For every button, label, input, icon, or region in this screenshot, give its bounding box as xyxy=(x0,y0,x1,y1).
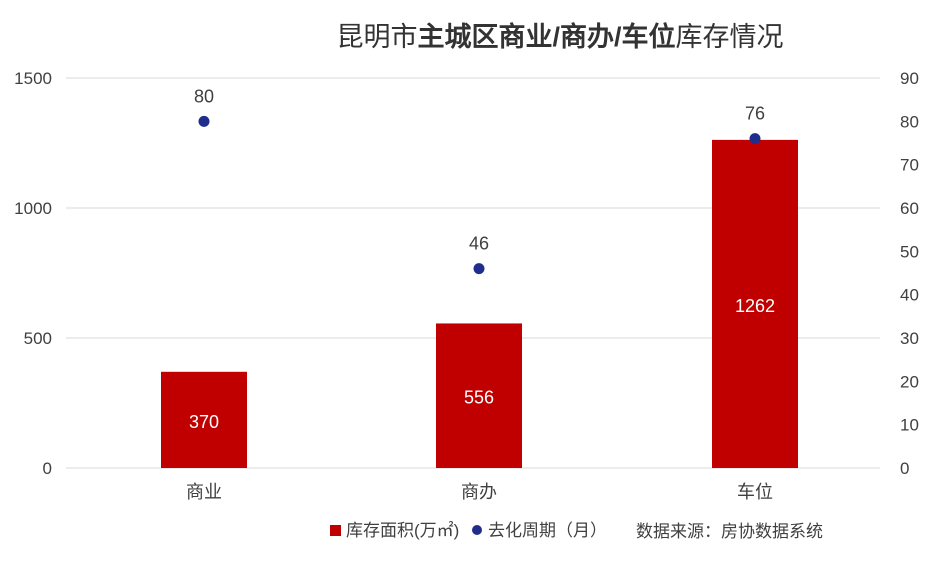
y-right-tick-label: 30 xyxy=(900,329,919,348)
chart-title-part: 主城区商业/商办/车位 xyxy=(417,21,675,52)
y-right-tick-label: 60 xyxy=(900,199,919,218)
bar-2 xyxy=(436,323,522,468)
y-left-tick-label: 0 xyxy=(43,459,52,478)
x-tick-label: 车位 xyxy=(737,482,773,502)
y-right-tick-label: 20 xyxy=(900,372,919,391)
chart-title-part: 昆明市 xyxy=(336,22,417,52)
y-right-tick-label: 50 xyxy=(900,242,919,261)
y-left-tick-label: 500 xyxy=(24,329,52,348)
source-annotation: 数据来源：房协数据系统 xyxy=(636,522,823,541)
y-left-tick-label: 1000 xyxy=(14,199,52,218)
dot-value-label: 80 xyxy=(194,86,214,106)
chart-title: 昆明市主城区商业/商办/车位库存情况 xyxy=(336,21,783,52)
dot-value-label: 76 xyxy=(745,104,765,124)
bar-value-label: 556 xyxy=(464,388,494,408)
legend-dot-label: 去化周期（月） xyxy=(488,521,607,540)
legend-dot-swatch xyxy=(472,525,482,535)
bar-value-label: 370 xyxy=(189,412,219,432)
y-left-tick-label: 1500 xyxy=(14,69,52,88)
dot-3 xyxy=(749,133,761,145)
bar-1 xyxy=(161,371,247,468)
legend-bar-label: 库存面积(万㎡) xyxy=(346,521,459,540)
y-right-tick-label: 70 xyxy=(900,156,919,175)
y-right-tick-label: 80 xyxy=(900,112,919,131)
x-tick-label: 商办 xyxy=(461,482,497,502)
y-right-tick-label: 40 xyxy=(900,286,919,305)
bar-value-label: 1262 xyxy=(735,296,775,316)
dot-value-label: 46 xyxy=(469,234,489,254)
bar-3 xyxy=(712,139,798,468)
dot-2 xyxy=(473,263,485,275)
legend-bar-swatch xyxy=(330,525,341,536)
y-right-tick-label: 10 xyxy=(900,416,919,435)
y-right-tick-label: 90 xyxy=(900,69,919,88)
x-tick-label: 商业 xyxy=(186,482,222,502)
dot-1 xyxy=(198,115,210,127)
chart-title-part: 库存情况 xyxy=(676,22,784,52)
y-right-tick-label: 0 xyxy=(900,459,909,478)
